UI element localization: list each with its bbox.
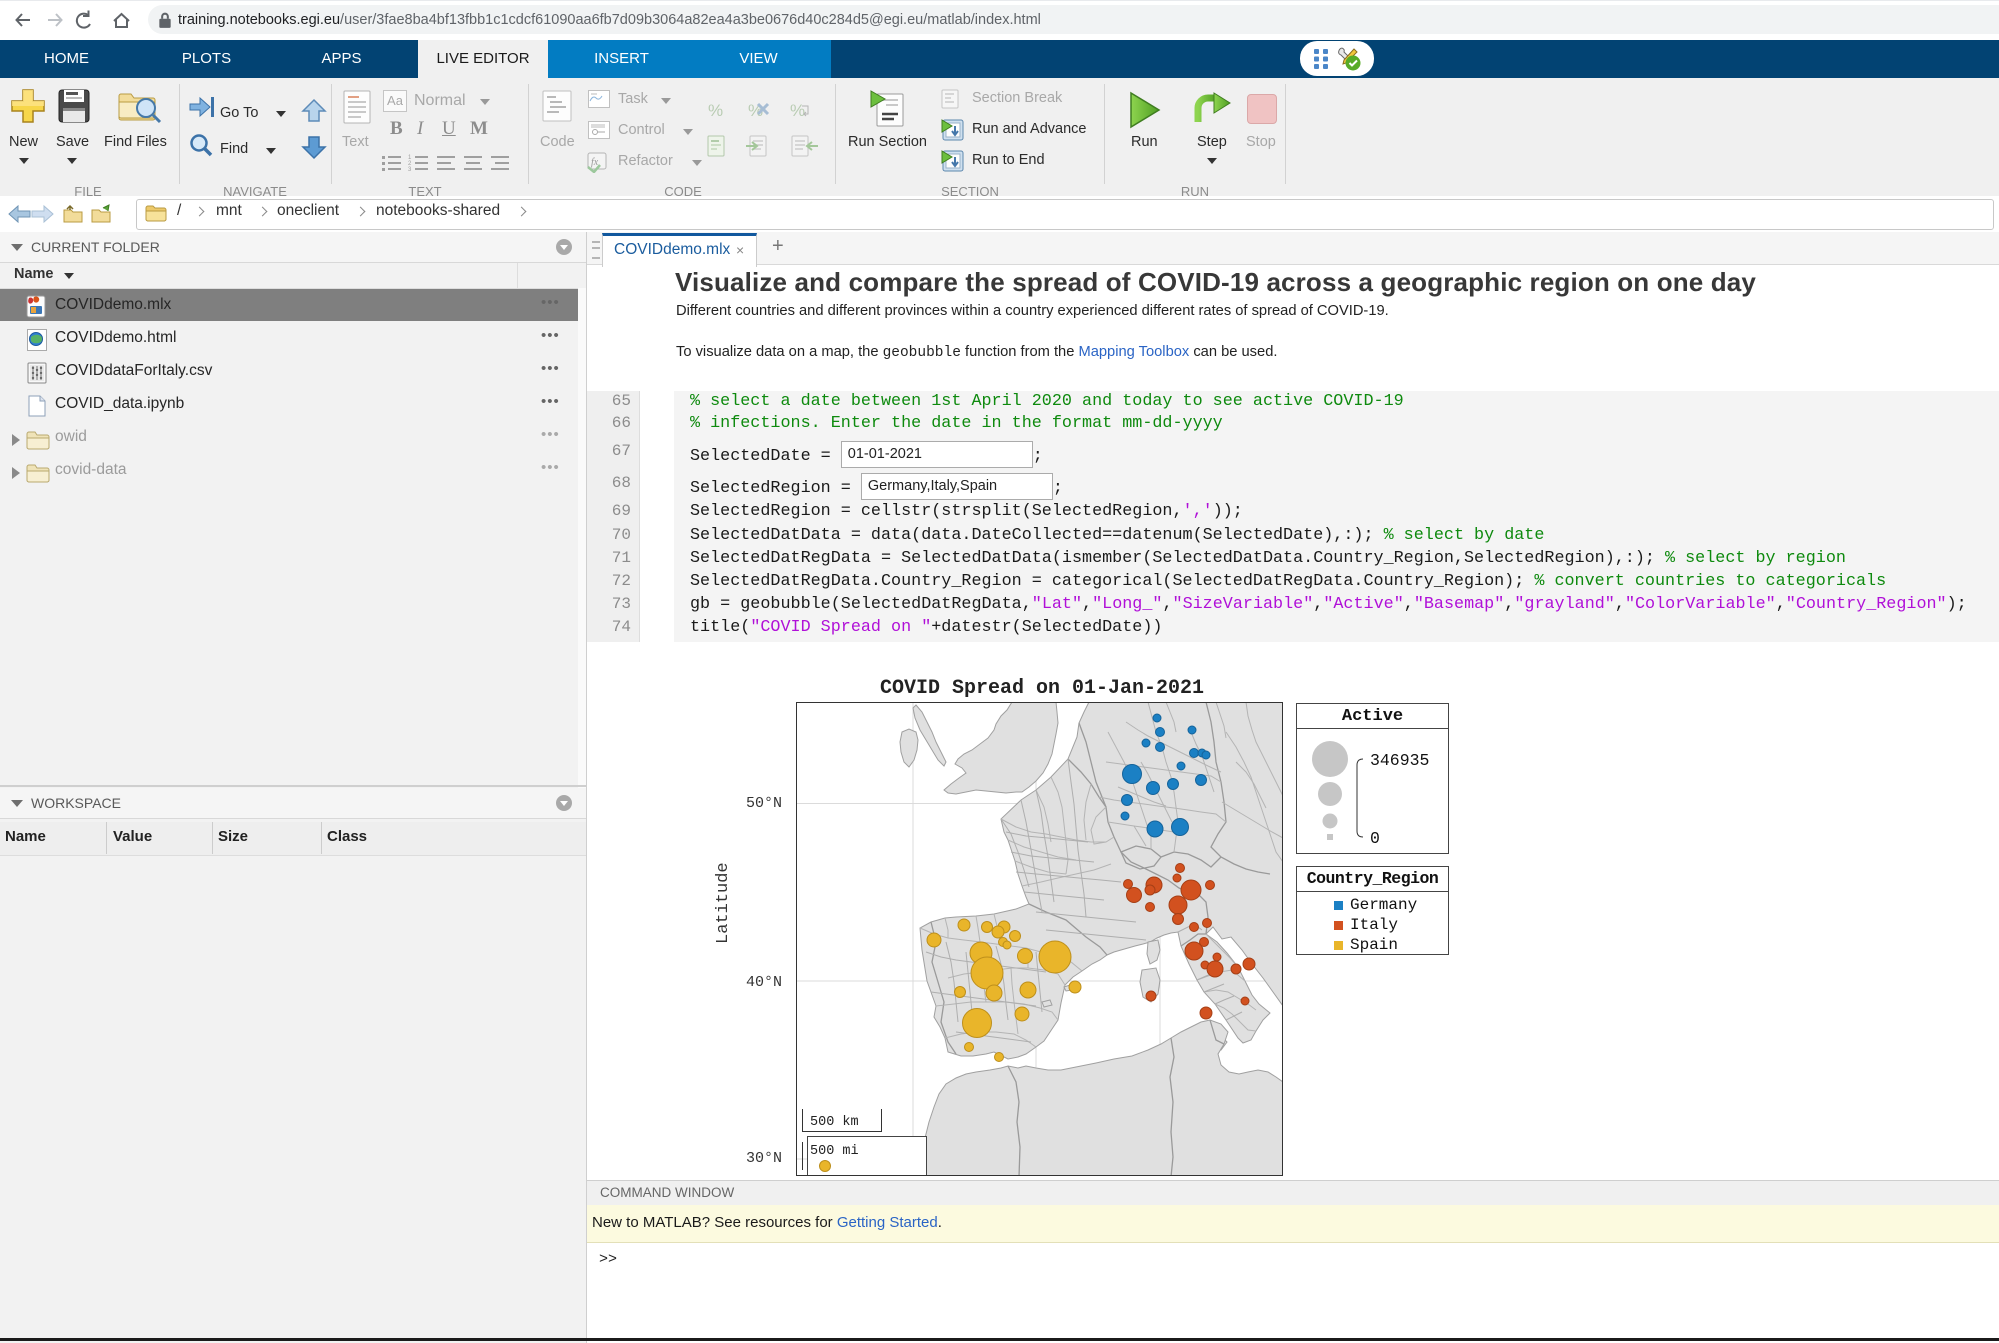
svg-text:500 mi: 500 mi xyxy=(810,1144,859,1159)
svg-text:3: 3 xyxy=(408,167,412,172)
svg-text:1: 1 xyxy=(408,155,412,161)
svg-text:%: % xyxy=(790,101,805,120)
svg-text:%: % xyxy=(708,101,723,120)
svg-text:346935: 346935 xyxy=(1370,751,1429,770)
svg-text:0: 0 xyxy=(1370,829,1380,848)
svg-text:2: 2 xyxy=(408,161,412,167)
svg-text:fx: fx xyxy=(591,157,599,168)
svg-text:500 km: 500 km xyxy=(810,1115,859,1130)
